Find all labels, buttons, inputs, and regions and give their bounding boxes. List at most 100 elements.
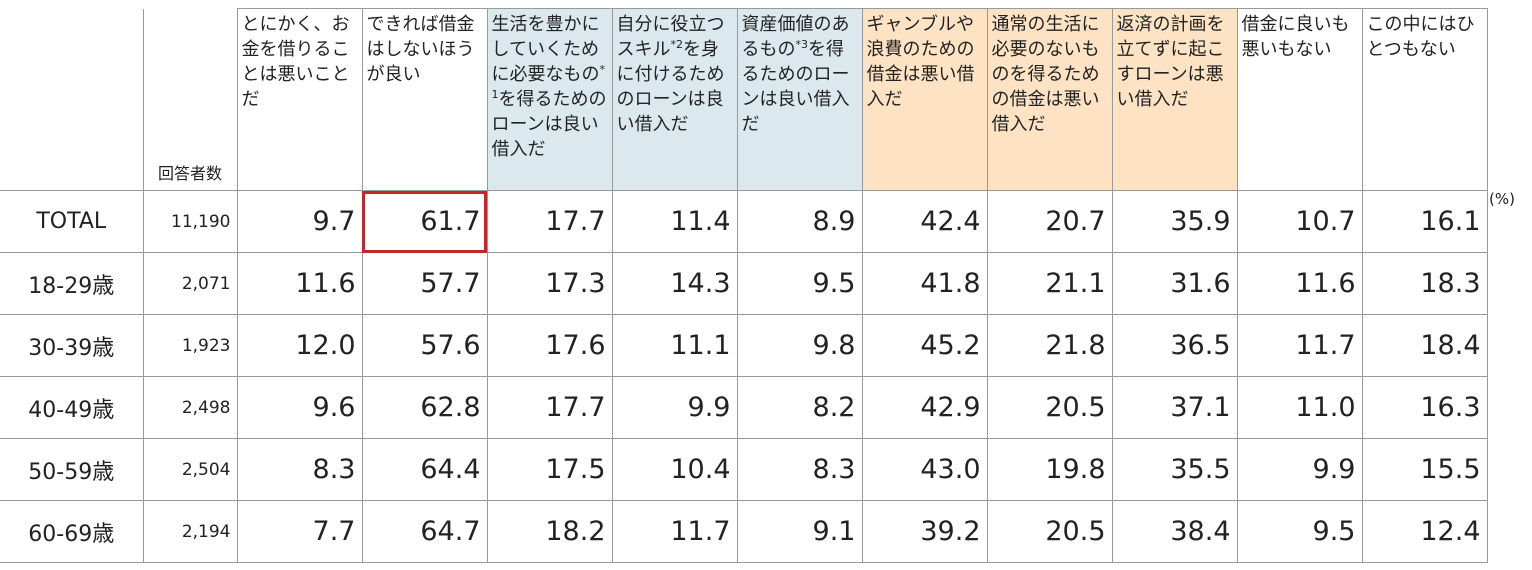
respondent-count: 2,504 bbox=[142, 438, 238, 501]
cell-value: 39.2 bbox=[861, 500, 988, 563]
cell-value: 62.8 bbox=[361, 376, 488, 439]
cell-value: 11.6 bbox=[236, 252, 363, 315]
cell-value: 9.5 bbox=[736, 252, 863, 315]
cell-value: 45.2 bbox=[861, 314, 988, 377]
respondent-count: 2,071 bbox=[142, 252, 238, 315]
header-text: この中にはひとつもない bbox=[1366, 14, 1475, 60]
cell-value: 41.8 bbox=[861, 252, 988, 315]
data-table: 回答者数 とにかく、お金を借りることは悪いことだ できれば借金はしないほうが良い 生活… bbox=[0, 8, 1488, 563]
table-row: 30-39歳 1,923 12.0 57.6 17.6 11.1 9.8 45.2 21.8 36… bbox=[0, 314, 1488, 377]
unit-label: (%) bbox=[1489, 190, 1515, 208]
cell-value: 20.5 bbox=[986, 500, 1113, 563]
cell-value: 17.7 bbox=[486, 190, 613, 253]
cell-value: 10.7 bbox=[1236, 190, 1363, 253]
respondent-count: 11,190 bbox=[142, 190, 238, 253]
cell-value: 9.6 bbox=[236, 376, 363, 439]
column-header: できれば借金はしないほうが良い bbox=[361, 8, 488, 191]
footnote-mark: *1 bbox=[491, 63, 606, 101]
header-text: 借金に良いも悪いもない bbox=[1241, 14, 1350, 60]
respondent-count: 2,498 bbox=[142, 376, 238, 439]
header-text: 自分に役立つスキル bbox=[616, 14, 725, 60]
cell-value: 37.1 bbox=[1111, 376, 1238, 439]
cell-value: 21.8 bbox=[986, 314, 1113, 377]
header-text: ギャンブルや浪費のための借金は悪い借入だ bbox=[866, 14, 975, 110]
cell-value: 20.7 bbox=[986, 190, 1113, 253]
row-label: 50-59歳 bbox=[0, 438, 144, 501]
cell-value: 61.7 bbox=[361, 190, 488, 253]
cell-value: 11.6 bbox=[1236, 252, 1363, 315]
table-row: 18-29歳 2,071 11.6 57.7 17.3 14.3 9.5 41.8 21.1 31… bbox=[0, 252, 1488, 315]
cell-value: 19.8 bbox=[986, 438, 1113, 501]
cell-value: 7.7 bbox=[236, 500, 363, 563]
column-header: とにかく、お金を借りることは悪いことだ bbox=[236, 8, 363, 191]
cell-value: 20.5 bbox=[986, 376, 1113, 439]
cell-value: 38.4 bbox=[1111, 500, 1238, 563]
cell-value: 17.6 bbox=[486, 314, 613, 377]
cell-value: 42.4 bbox=[861, 190, 988, 253]
cell-value: 36.5 bbox=[1111, 314, 1238, 377]
cell-value: 57.6 bbox=[361, 314, 488, 377]
cell-value: 9.8 bbox=[736, 314, 863, 377]
cell-value: 43.0 bbox=[861, 438, 988, 501]
header-text: を得るためのローンは良い借入だ bbox=[491, 89, 607, 160]
respondent-count: 1,923 bbox=[142, 314, 238, 377]
cell-value: 8.3 bbox=[736, 438, 863, 501]
table-row: TOTAL 11,190 9.7 61.7 17.7 11.4 8.9 42.4 20.7 35.… bbox=[0, 190, 1488, 253]
cell-value: 17.5 bbox=[486, 438, 613, 501]
cell-value: 31.6 bbox=[1111, 252, 1238, 315]
row-label: 40-49歳 bbox=[0, 376, 144, 439]
header-text: できれば借金はしないほうが良い bbox=[366, 14, 475, 85]
row-label: 18-29歳 bbox=[0, 252, 144, 315]
cell-value: 35.9 bbox=[1111, 190, 1238, 253]
cell-value: 10.4 bbox=[611, 438, 738, 501]
column-header: 自分に役立つスキル*2を身に付けるためのローンは良い借入だ bbox=[611, 8, 738, 191]
row-label: 60-69歳 bbox=[0, 500, 144, 563]
column-header: 生活を豊かにしていくために必要なもの*1を得るためのローンは良い借入だ bbox=[486, 8, 613, 191]
cell-value: 18.2 bbox=[486, 500, 613, 563]
header-text: を身に付けるためのローンは良い借入だ bbox=[616, 39, 725, 135]
count-header: 回答者数 bbox=[143, 8, 238, 191]
header-row: 回答者数 とにかく、お金を借りることは悪いことだ できれば借金はしないほうが良い 生活… bbox=[0, 8, 1488, 191]
respondent-count: 2,194 bbox=[142, 500, 238, 563]
header-text: 返済の計画を立てずに起こすローンは悪い借入だ bbox=[1116, 14, 1225, 110]
table-row: 60-69歳 2,194 7.7 64.7 18.2 11.7 9.1 39.2 20.5 38.… bbox=[0, 500, 1488, 563]
cell-value: 12.0 bbox=[236, 314, 363, 377]
footnote-mark: *2 bbox=[670, 38, 684, 51]
cell-value: 17.7 bbox=[486, 376, 613, 439]
cell-value: 42.9 bbox=[861, 376, 988, 439]
header-text: 資産価値のあるもの bbox=[741, 14, 850, 60]
row-label: 30-39歳 bbox=[0, 314, 144, 377]
cell-value: 9.7 bbox=[236, 190, 363, 253]
table-row: 40-49歳 2,498 9.6 62.8 17.7 9.9 8.2 42.9 20.5 37.1… bbox=[0, 376, 1488, 439]
cell-value: 15.5 bbox=[1361, 438, 1488, 501]
header-text: 通常の生活に必要のないものを得るための借金は悪い借入だ bbox=[991, 14, 1100, 135]
cell-value: 9.1 bbox=[736, 500, 863, 563]
cell-value: 11.1 bbox=[611, 314, 738, 377]
cell-value: 8.3 bbox=[236, 438, 363, 501]
column-header: この中にはひとつもない bbox=[1361, 8, 1488, 191]
column-header: 返済の計画を立てずに起こすローンは悪い借入だ bbox=[1111, 8, 1238, 191]
cell-value: 8.2 bbox=[736, 376, 863, 439]
cell-value: 57.7 bbox=[361, 252, 488, 315]
cell-value: 35.5 bbox=[1111, 438, 1238, 501]
column-header: ギャンブルや浪費のための借金は悪い借入だ bbox=[861, 8, 988, 191]
cell-value: 16.1 bbox=[1361, 190, 1488, 253]
cell-value: 8.9 bbox=[736, 190, 863, 253]
cell-value: 18.3 bbox=[1361, 252, 1488, 315]
cell-value: 16.3 bbox=[1361, 376, 1488, 439]
cell-value: 9.9 bbox=[611, 376, 738, 439]
cell-value: 11.7 bbox=[611, 500, 738, 563]
cell-value: 9.5 bbox=[1236, 500, 1363, 563]
cell-value: 18.4 bbox=[1361, 314, 1488, 377]
cell-value: 9.9 bbox=[1236, 438, 1363, 501]
cell-value: 64.7 bbox=[361, 500, 488, 563]
column-header: 借金に良いも悪いもない bbox=[1236, 8, 1363, 191]
corner bbox=[0, 8, 144, 191]
cell-value: 64.4 bbox=[361, 438, 488, 501]
column-header: 通常の生活に必要のないものを得るための借金は悪い借入だ bbox=[986, 8, 1113, 191]
table-row: 50-59歳 2,504 8.3 64.4 17.5 10.4 8.3 43.0 19.8 35.… bbox=[0, 438, 1488, 501]
cell-value: 14.3 bbox=[611, 252, 738, 315]
header-text: を得るためのローンは良い借入だ bbox=[741, 39, 850, 135]
cell-value: 11.7 bbox=[1236, 314, 1363, 377]
